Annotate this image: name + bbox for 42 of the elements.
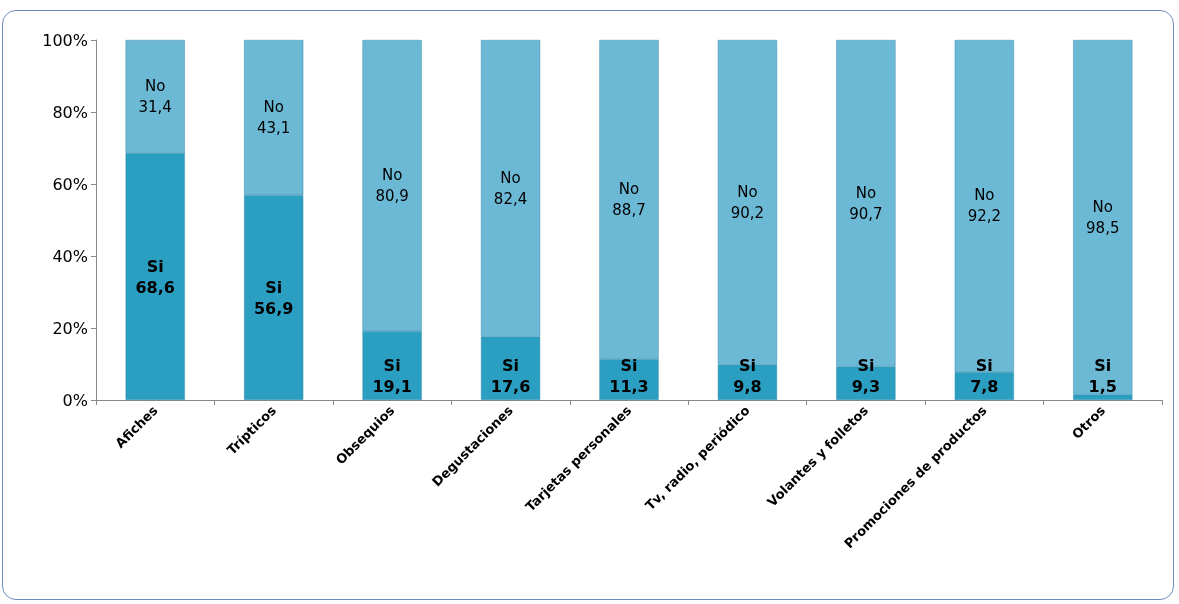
- text: Si: [857, 356, 875, 375]
- text: No: [381, 166, 403, 185]
- text: Si: [1094, 356, 1112, 375]
- data-label: 43,1: [256, 119, 291, 138]
- data-label: 56,9: [253, 298, 294, 318]
- data-label: 19,1: [372, 377, 412, 396]
- text: Si: [502, 356, 520, 375]
- data-label: 9,3: [851, 377, 881, 396]
- data-label: 11,3: [609, 377, 649, 396]
- text: Si: [975, 356, 993, 375]
- text: No: [263, 98, 284, 117]
- text: Si: [383, 356, 401, 375]
- data-label: 68,6: [135, 277, 175, 297]
- data-label: 88,7: [612, 201, 646, 220]
- data-label: 9,8: [733, 377, 762, 396]
- data-label: 82,4: [493, 189, 528, 208]
- text: No: [737, 182, 758, 201]
- data-label: 98,5: [1086, 218, 1120, 237]
- text: No: [855, 183, 877, 202]
- text: Si: [146, 256, 164, 276]
- data-label: 17,6: [490, 377, 531, 396]
- data-label: 90,2: [730, 203, 765, 222]
- text: No: [145, 77, 166, 96]
- data-label: 92,2: [967, 207, 1002, 226]
- y-tick-label: 60%: [52, 174, 88, 194]
- data-label: 7,8: [970, 377, 999, 396]
- series-label: No: [1092, 197, 1113, 216]
- text: No: [618, 180, 640, 199]
- text: No: [500, 168, 521, 187]
- y-tick-label: 100%: [42, 30, 88, 50]
- data-label: 90,7: [849, 204, 883, 223]
- data-label: 80,9: [375, 187, 409, 206]
- series-label: Si: [738, 356, 756, 375]
- y-tick-label: 40%: [52, 246, 88, 266]
- data-label: 1,5: [1088, 377, 1117, 396]
- y-tick-label: 80%: [52, 102, 88, 122]
- y-tick-label: 20%: [52, 318, 88, 338]
- y-tick-label: 0%: [62, 390, 88, 410]
- data-label: 31,4: [138, 98, 172, 117]
- text: Si: [620, 356, 638, 375]
- text: No: [974, 186, 995, 205]
- text: Si: [265, 277, 283, 297]
